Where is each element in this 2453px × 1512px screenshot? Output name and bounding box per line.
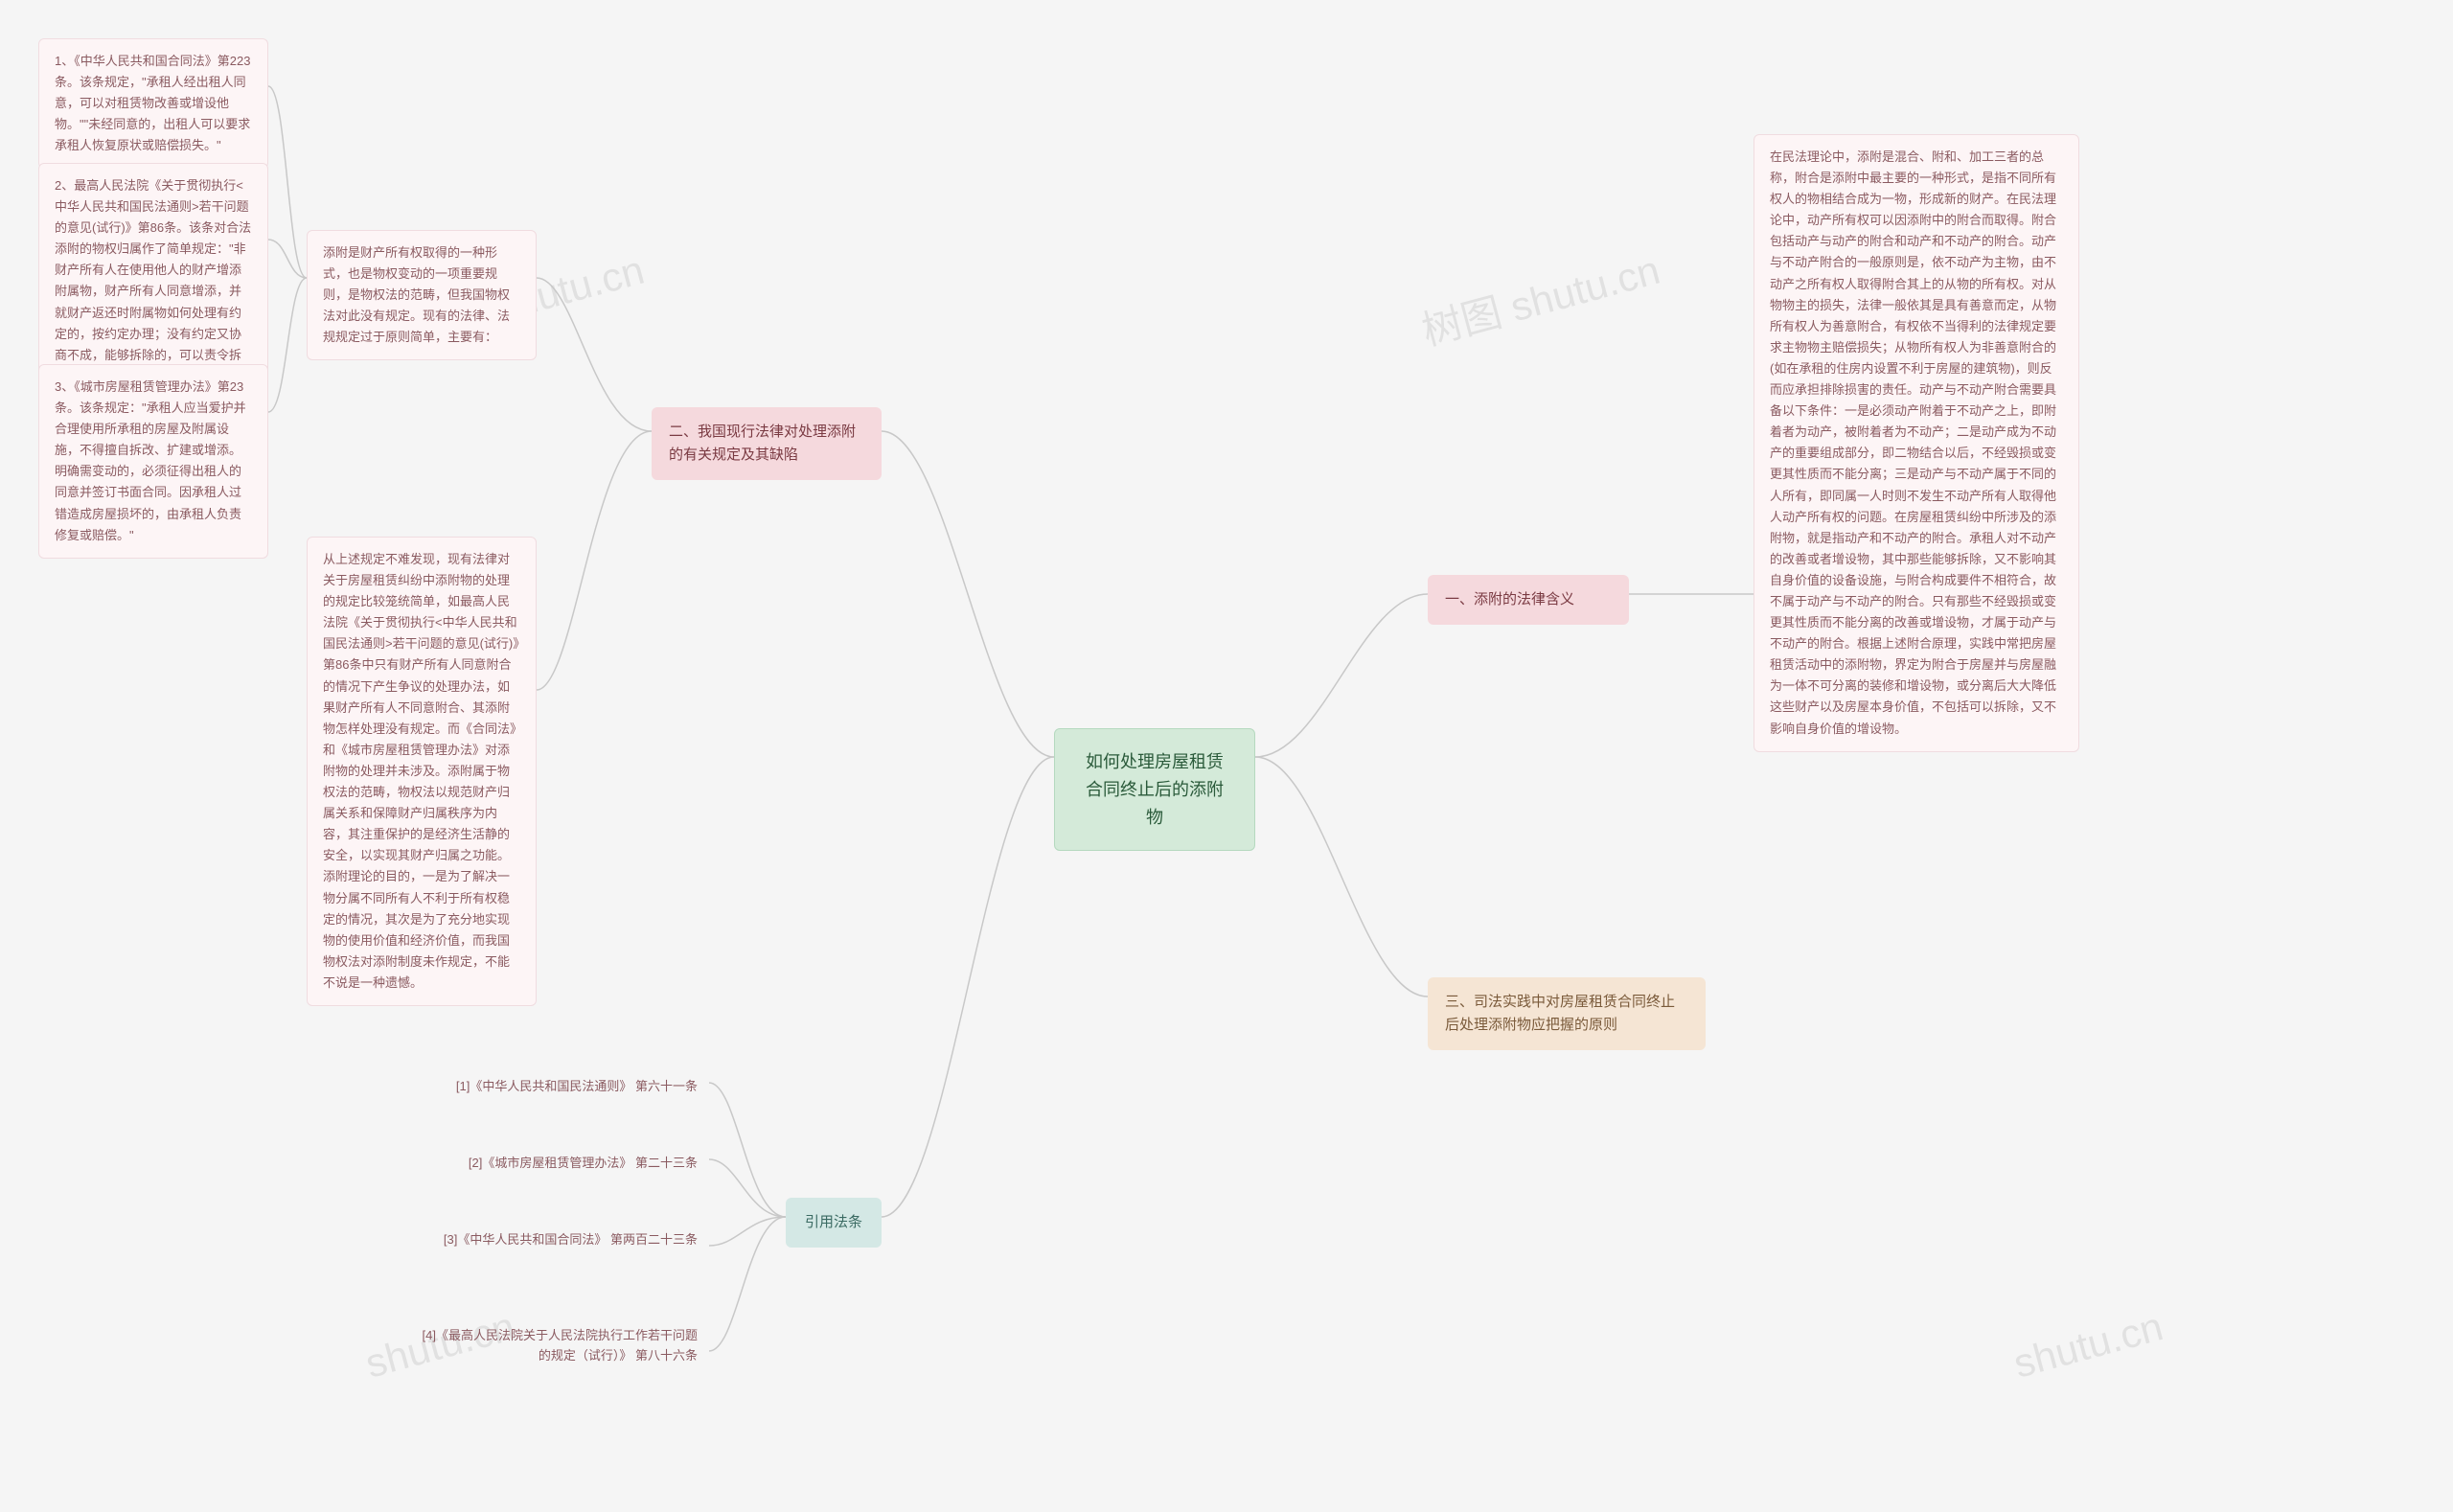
section-3[interactable]: 三、司法实践中对房屋租赁合同终止后处理添附物应把握的原则 [1428,977,1706,1050]
section-3-title: 三、司法实践中对房屋租赁合同终止后处理添附物应把握的原则 [1445,994,1675,1033]
section-2-item-1: 1、《中华人民共和国合同法》第223条。该条规定，"承租人经出租人同意，可以对租… [38,38,268,169]
references-title: 引用法条 [805,1214,862,1230]
section-2-item-3: 3、《城市房屋租赁管理办法》第23条。该条规定："承租人应当爱护并合理使用所承租… [38,364,268,559]
watermark: shutu.cn [2008,1303,2167,1386]
section-2-title: 二、我国现行法律对处理添附的有关规定及其缺陷 [669,424,856,463]
section-2-intro: 添附是财产所有权取得的一种形式，也是物权变动的一项重要规则，是物权法的范畴，但我… [307,230,537,360]
watermark: 树图 shutu.cn [1414,238,1665,357]
center-topic[interactable]: 如何处理房屋租赁合同终止后的添附物 [1054,728,1255,851]
ref-4: [4]《最高人民法院关于人民法院执行工作若干问题的规定（试行）》 第八十六条 [402,1320,709,1372]
center-title: 如何处理房屋租赁合同终止后的添附物 [1086,752,1224,827]
section-1-title: 一、添附的法律含义 [1445,591,1574,607]
ref-1: [1]《中华人民共和国民法通则》 第六十一条 [402,1071,709,1103]
section-2[interactable]: 二、我国现行法律对处理添附的有关规定及其缺陷 [652,407,882,480]
section-1-body: 在民法理论中，添附是混合、附和、加工三者的总称，附合是添附中最主要的一种形式，是… [1754,134,2079,752]
ref-3: [3]《中华人民共和国合同法》 第两百二十三条 [402,1225,709,1256]
section-2-summary: 从上述规定不难发现，现有法律对关于房屋租赁纠纷中添附物的处理的规定比较笼统简单，… [307,537,537,1006]
section-1[interactable]: 一、添附的法律含义 [1428,575,1629,625]
ref-2: [2]《城市房屋租赁管理办法》 第二十三条 [402,1148,709,1180]
references[interactable]: 引用法条 [786,1198,882,1248]
